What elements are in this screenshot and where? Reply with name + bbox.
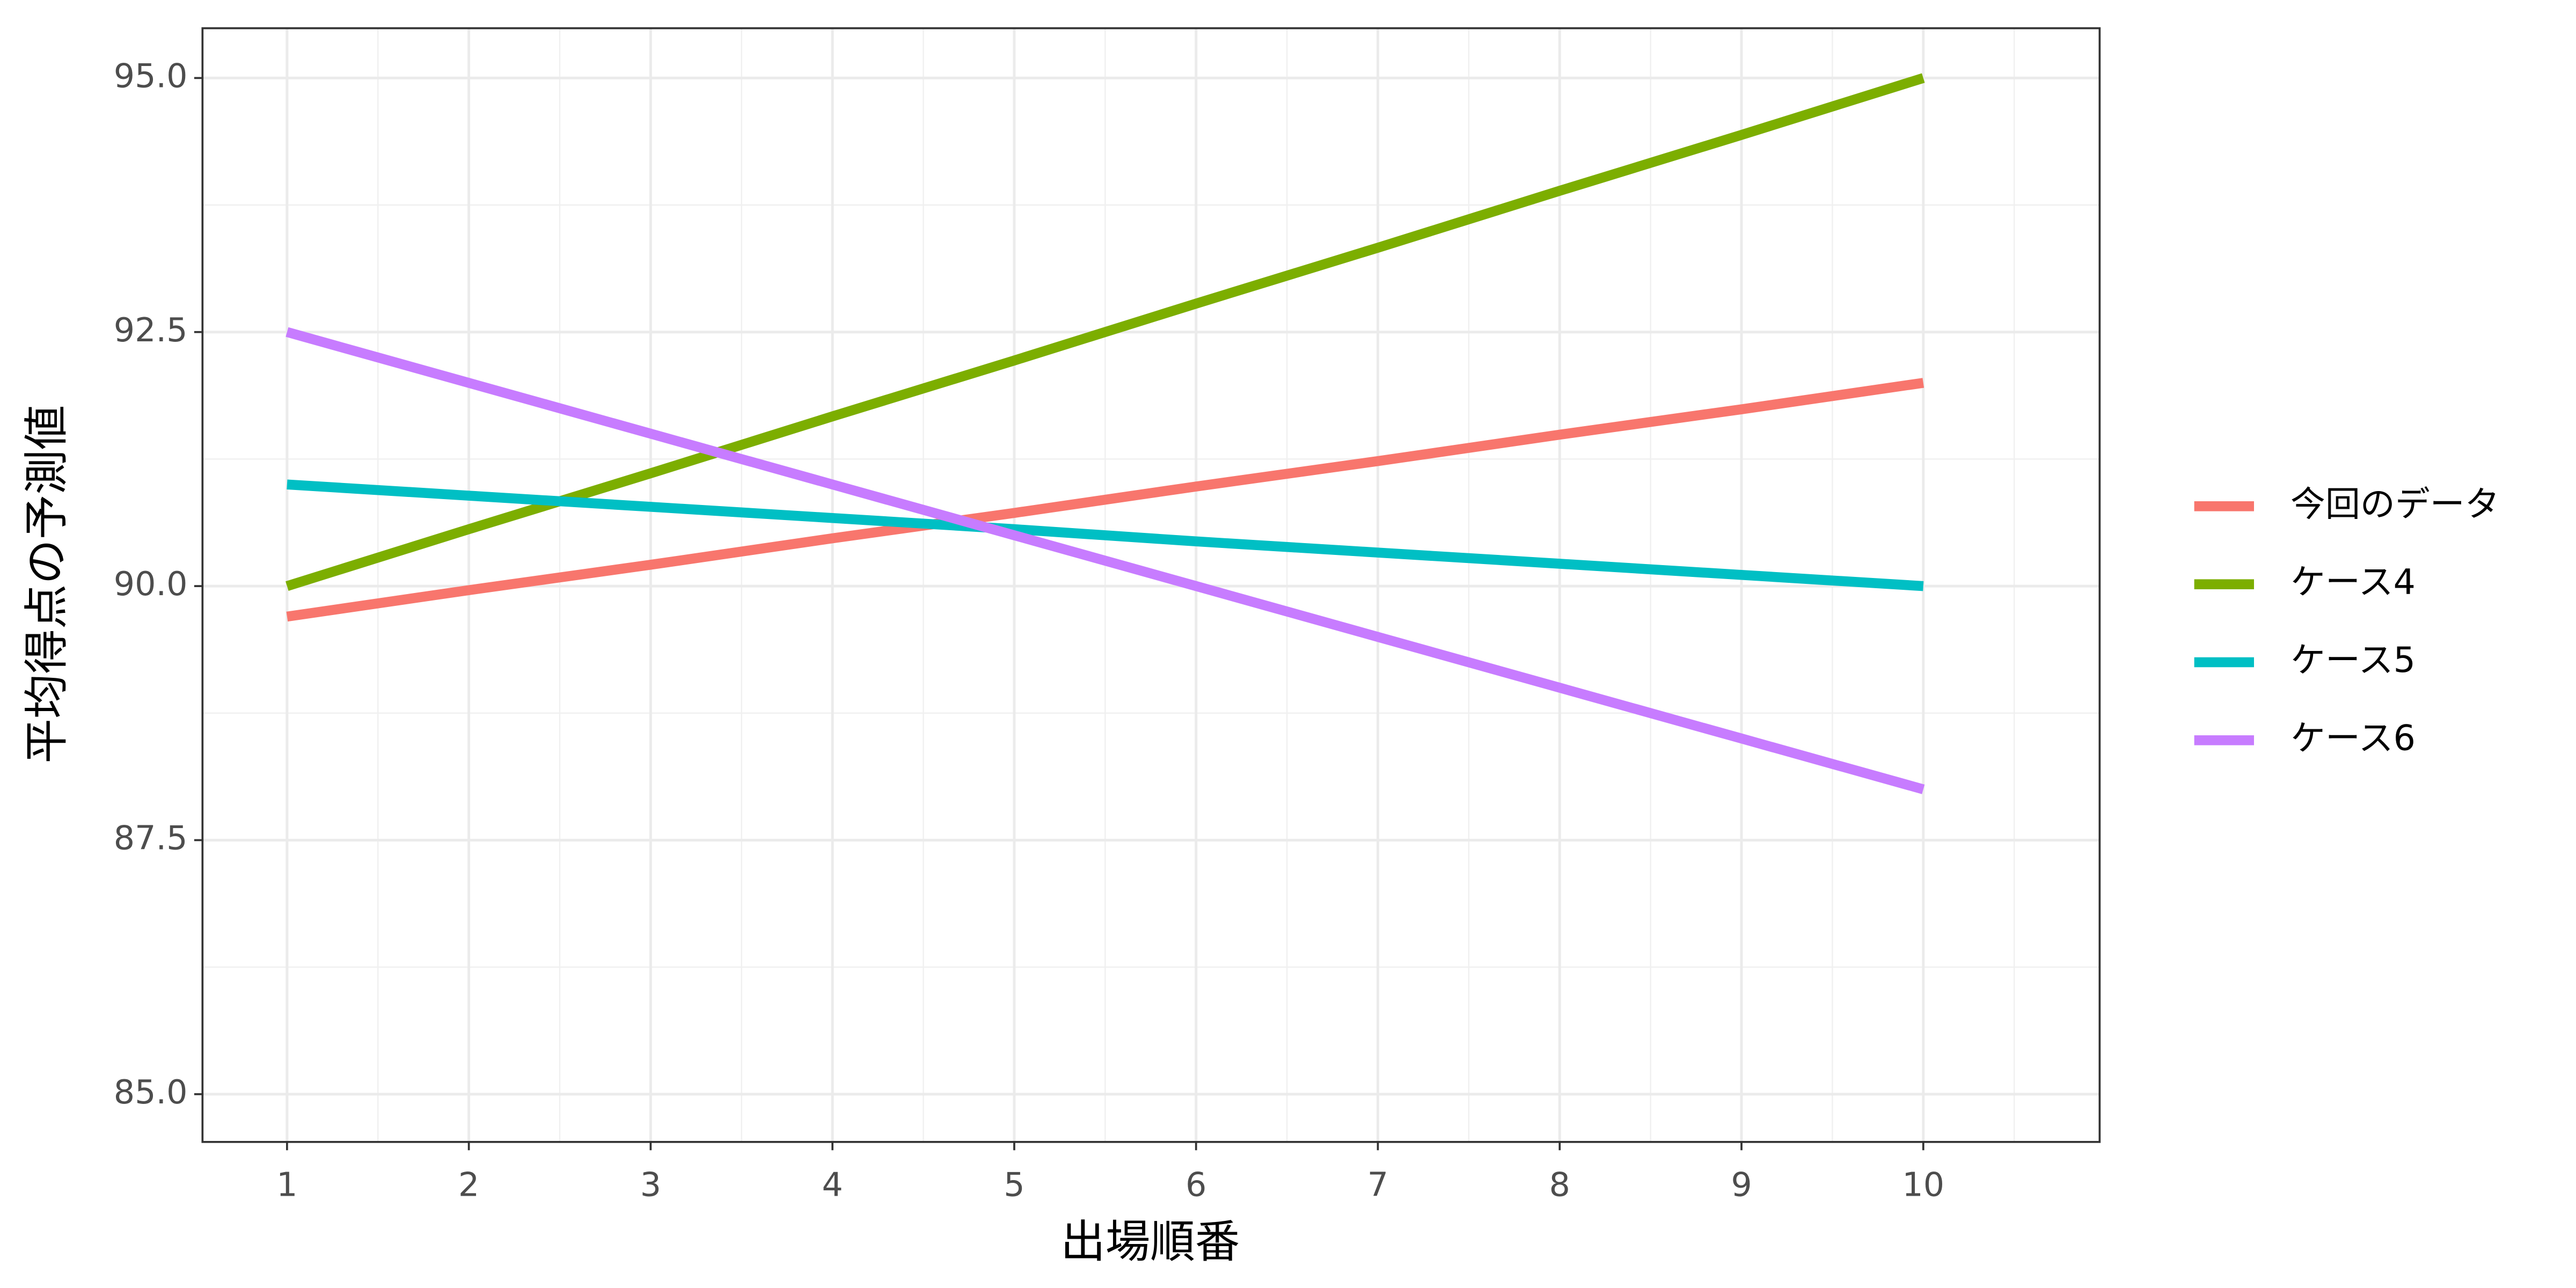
x-tick-label: 1 — [276, 1165, 297, 1204]
x-tick-label: 3 — [640, 1165, 661, 1204]
x-tick-label: 4 — [822, 1165, 843, 1204]
x-tick-label: 5 — [1004, 1165, 1024, 1204]
series-line — [287, 479, 1924, 591]
y-tick-label: 85.0 — [114, 1073, 188, 1111]
legend-label: ケース4 — [2290, 562, 2416, 603]
y-axis-title: 平均得点の予測値 — [20, 405, 73, 764]
legend-label: 今回のデータ — [2290, 484, 2500, 524]
y-tick-label: 95.0 — [114, 56, 188, 95]
x-tick-label: 9 — [1731, 1165, 1752, 1204]
y-tick-label: 92.5 — [114, 311, 188, 349]
x-tick-label: 8 — [1549, 1165, 1570, 1204]
lines — [286, 73, 1925, 794]
legend-label: ケース5 — [2290, 640, 2416, 680]
x-tick-label: 7 — [1367, 1165, 1388, 1204]
x-axis-title: 出場順番 — [1060, 1216, 1240, 1268]
x-tick-label: 2 — [458, 1165, 479, 1204]
panel-border — [201, 27, 2101, 1143]
y-tick-label: 87.5 — [114, 819, 188, 858]
y-tick-label: 90.0 — [114, 565, 188, 603]
series-line — [286, 327, 1925, 794]
x-tick-label: 6 — [1185, 1165, 1206, 1204]
legend-label: ケース6 — [2290, 718, 2416, 758]
x-tick-label: 10 — [1902, 1165, 1944, 1204]
series-line — [286, 378, 1924, 622]
